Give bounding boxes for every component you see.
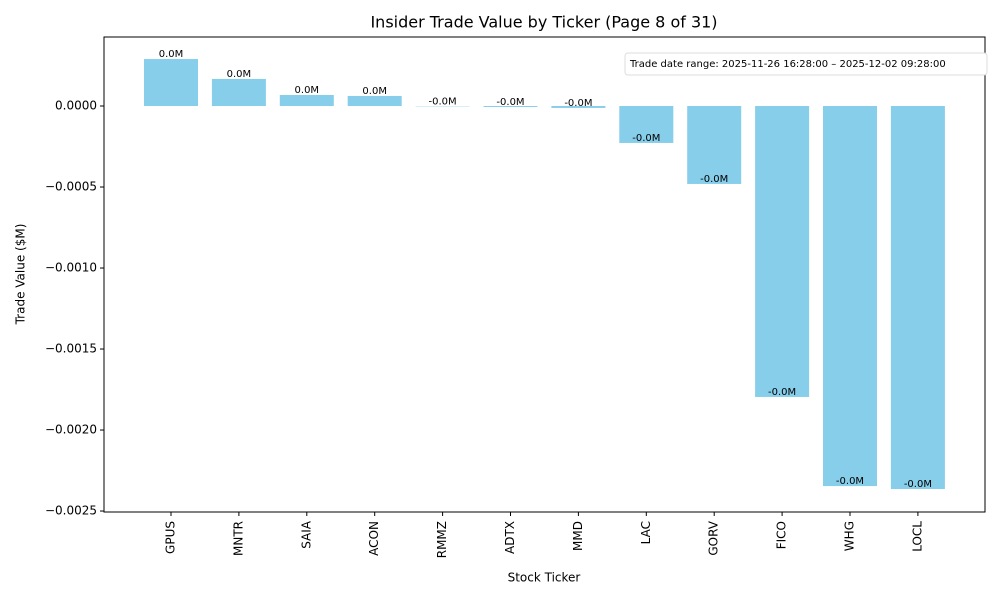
- bar: [551, 106, 606, 108]
- x-tick-label: WHG: [843, 521, 857, 551]
- bar: [211, 78, 266, 107]
- bar: [483, 106, 538, 107]
- y-tick-label: −0.0020: [45, 423, 97, 437]
- y-tick-label: −0.0025: [45, 504, 97, 518]
- x-tick-label: ACON: [367, 521, 381, 556]
- value-label: 0.0M: [227, 69, 252, 80]
- value-label: -0.0M: [632, 133, 660, 144]
- value-label: -0.0M: [496, 97, 524, 108]
- bar: [890, 106, 945, 489]
- value-label: 0.0M: [362, 86, 387, 97]
- y-tick-label: −0.0015: [45, 342, 97, 356]
- value-label: -0.0M: [700, 174, 728, 185]
- value-label: -0.0M: [564, 98, 592, 109]
- y-tick-label: 0.0000: [55, 99, 97, 113]
- value-label: -0.0M: [904, 479, 932, 490]
- bar: [823, 106, 877, 487]
- chart-title: Insider Trade Value by Ticker (Page 8 of…: [370, 13, 717, 32]
- value-label: -0.0M: [429, 96, 457, 107]
- bar: [279, 94, 334, 107]
- bar: [755, 106, 810, 397]
- x-tick-label: ADTX: [503, 521, 517, 554]
- x-tick-label: LAC: [639, 521, 653, 544]
- y-tick-label: −0.0010: [45, 261, 97, 275]
- x-tick-label: SAIA: [299, 520, 313, 549]
- x-tick-label: MMD: [571, 521, 585, 551]
- value-label: -0.0M: [836, 476, 864, 487]
- plot-frame: [103, 36, 986, 513]
- x-tick-label: RMMZ: [435, 521, 449, 558]
- bar: [619, 106, 674, 143]
- x-axis-label: Stock Ticker: [508, 571, 581, 585]
- bar: [347, 95, 402, 107]
- bar: [144, 59, 198, 107]
- y-axis-label: Trade Value ($M): [14, 224, 28, 326]
- x-tick-label: GORV: [707, 520, 721, 555]
- x-tick-label: LOCL: [910, 521, 924, 552]
- annotation: Trade date range: 2025-11-26 16:28:00 – …: [629, 59, 946, 70]
- bar: [687, 106, 742, 184]
- x-tick-label: GPUS: [164, 521, 178, 554]
- x-tick-label: MNTR: [231, 521, 245, 556]
- value-label: 0.0M: [159, 49, 184, 60]
- y-tick-label: −0.0005: [45, 180, 97, 194]
- annotation-box: [624, 52, 988, 76]
- x-tick-label: FICO: [775, 521, 789, 549]
- value-label: 0.0M: [295, 85, 320, 96]
- value-label: -0.0M: [768, 387, 796, 398]
